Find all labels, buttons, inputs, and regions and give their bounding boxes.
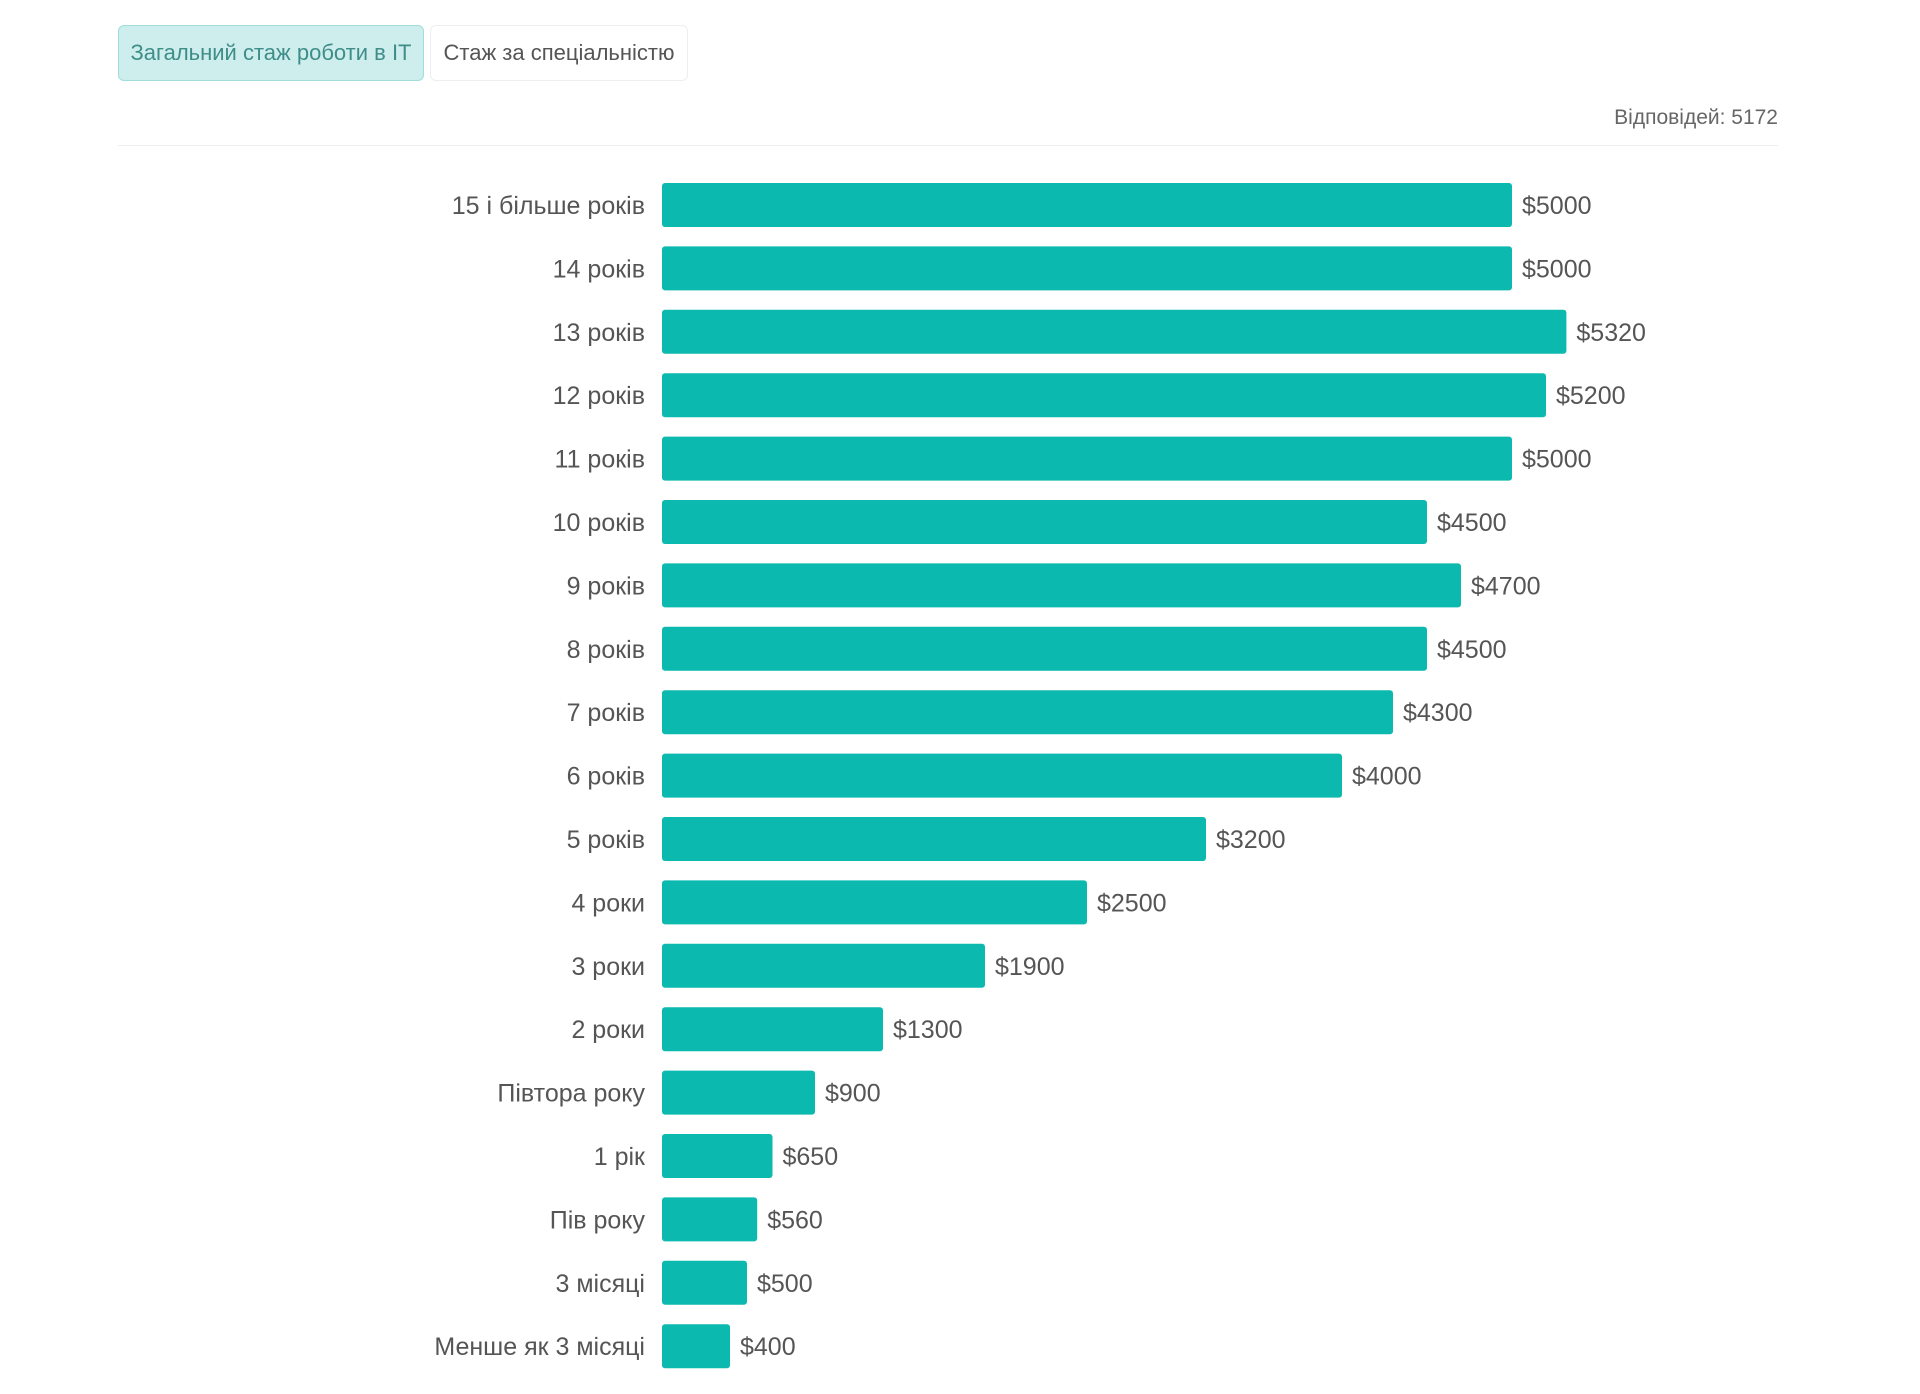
tab-bar: Загальний стаж роботи в IT Стаж за спеці… (118, 25, 688, 81)
bar[interactable] (662, 246, 1512, 291)
category-label: 3 місяці (555, 1270, 645, 1298)
value-label: $650 (783, 1143, 839, 1171)
bar[interactable] (662, 1007, 883, 1052)
bar[interactable] (662, 943, 985, 988)
value-label: $4000 (1352, 763, 1422, 791)
value-label: $4300 (1403, 699, 1473, 727)
category-label: 10 років (553, 509, 645, 537)
value-label: $4700 (1471, 572, 1541, 600)
responses-count: Відповідей: 5172 (1614, 106, 1778, 129)
category-label: 11 років (555, 446, 645, 474)
bar[interactable] (662, 183, 1512, 227)
value-label: $4500 (1437, 636, 1507, 664)
bar[interactable] (662, 563, 1461, 608)
value-label: $560 (767, 1206, 823, 1234)
category-label: 4 роки (571, 889, 645, 917)
category-label: Пів року (550, 1206, 646, 1234)
value-label: $1300 (893, 1016, 963, 1044)
category-label: 13 років (553, 319, 645, 347)
bar[interactable] (662, 373, 1546, 418)
value-label: $5200 (1556, 382, 1626, 410)
value-label: $5000 (1522, 255, 1592, 283)
category-label: 9 років (567, 572, 645, 600)
category-label: 7 років (567, 699, 645, 727)
bar[interactable] (662, 1070, 815, 1115)
category-label: 15 і більше років (452, 192, 645, 220)
bar[interactable] (662, 1324, 730, 1369)
bar[interactable] (662, 309, 1567, 354)
divider (118, 145, 1778, 146)
value-label: $500 (757, 1270, 813, 1298)
tab-specialty-experience[interactable]: Стаж за спеціальністю (430, 25, 688, 81)
bar[interactable] (662, 500, 1427, 544)
bar[interactable] (662, 880, 1087, 925)
value-label: $4500 (1437, 509, 1507, 537)
category-label: 8 років (567, 636, 645, 664)
bar[interactable] (662, 1134, 773, 1178)
tab-total-it-experience[interactable]: Загальний стаж роботи в IT (118, 25, 424, 81)
bar[interactable] (662, 753, 1342, 798)
category-label: Менше як 3 місяці (434, 1333, 645, 1361)
category-label: 3 роки (571, 953, 645, 981)
bar[interactable] (662, 626, 1427, 671)
value-label: $5000 (1522, 192, 1592, 220)
bar[interactable] (662, 436, 1512, 481)
category-label: 5 років (567, 826, 645, 854)
value-label: $5000 (1522, 446, 1592, 474)
value-label: $1900 (995, 953, 1065, 981)
category-label: 2 роки (571, 1016, 645, 1044)
category-label: 6 років (567, 763, 645, 791)
category-label: 1 рік (594, 1143, 646, 1171)
value-label: $3200 (1216, 826, 1286, 854)
value-label: $5320 (1576, 319, 1646, 347)
bar[interactable] (662, 1260, 747, 1305)
category-label: Півтора року (497, 1080, 645, 1108)
category-label: 12 років (553, 382, 645, 410)
value-label: $2500 (1097, 889, 1167, 917)
value-label: $900 (825, 1080, 881, 1108)
bar[interactable] (662, 817, 1206, 861)
bar[interactable] (662, 690, 1393, 735)
value-label: $400 (740, 1333, 796, 1361)
category-label: 14 років (553, 255, 645, 283)
bar[interactable] (662, 1197, 758, 1242)
